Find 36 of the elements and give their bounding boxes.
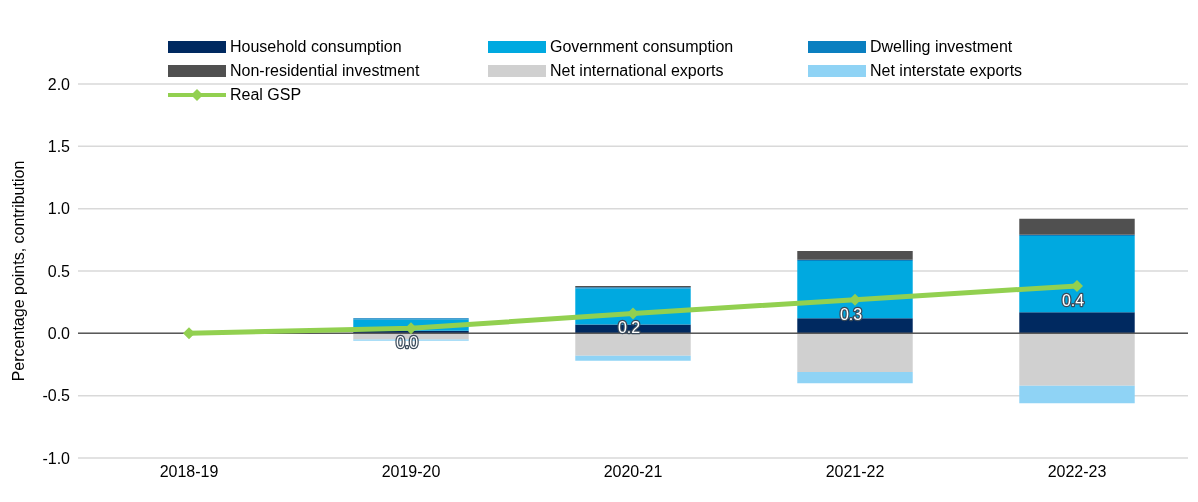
y-tick-label: 0.0: [47, 325, 71, 343]
y-axis-title: Percentage points, contribution: [9, 160, 27, 382]
bar: [797, 251, 913, 260]
legend-label: Net international exports: [550, 62, 724, 80]
bar: [797, 333, 913, 372]
bar: [1019, 385, 1135, 404]
bar: [1019, 218, 1135, 235]
bar: [1019, 333, 1135, 386]
x-tick-label: 2020-21: [603, 463, 663, 481]
bar: [575, 333, 691, 356]
data-label: 0.4: [1061, 291, 1085, 309]
legend-label: Real GSP: [230, 86, 302, 104]
data-label: 0.3: [839, 305, 863, 323]
bar: [797, 371, 913, 384]
data-label: 0.0: [395, 334, 419, 352]
bar: [575, 355, 691, 361]
legend-label: Net interstate exports: [870, 62, 1023, 80]
x-tick-label: 2022-23: [1047, 463, 1107, 481]
y-tick-label: -1.0: [42, 449, 71, 467]
legend-label: Household consumption: [230, 38, 402, 56]
legend-label: Government consumption: [550, 38, 734, 56]
legend-label: Dwelling investment: [870, 38, 1013, 56]
y-tick-label: 1.0: [47, 200, 71, 218]
y-tick-label: 1.5: [47, 138, 71, 156]
data-label: 0.2: [617, 319, 641, 337]
bar: [797, 318, 913, 334]
x-tick-label: 2018-19: [159, 463, 219, 481]
legend-label: Non-residential investment: [230, 62, 420, 80]
x-tick-label: 2021-22: [825, 463, 885, 481]
x-tick-label: 2019-20: [381, 463, 441, 481]
bar: [1019, 236, 1135, 313]
y-tick-label: -0.5: [42, 387, 71, 405]
y-tick-label: 0.5: [47, 262, 71, 280]
bar: [797, 261, 913, 319]
y-tick-label: 2.0: [47, 75, 71, 93]
bar: [1019, 312, 1135, 334]
